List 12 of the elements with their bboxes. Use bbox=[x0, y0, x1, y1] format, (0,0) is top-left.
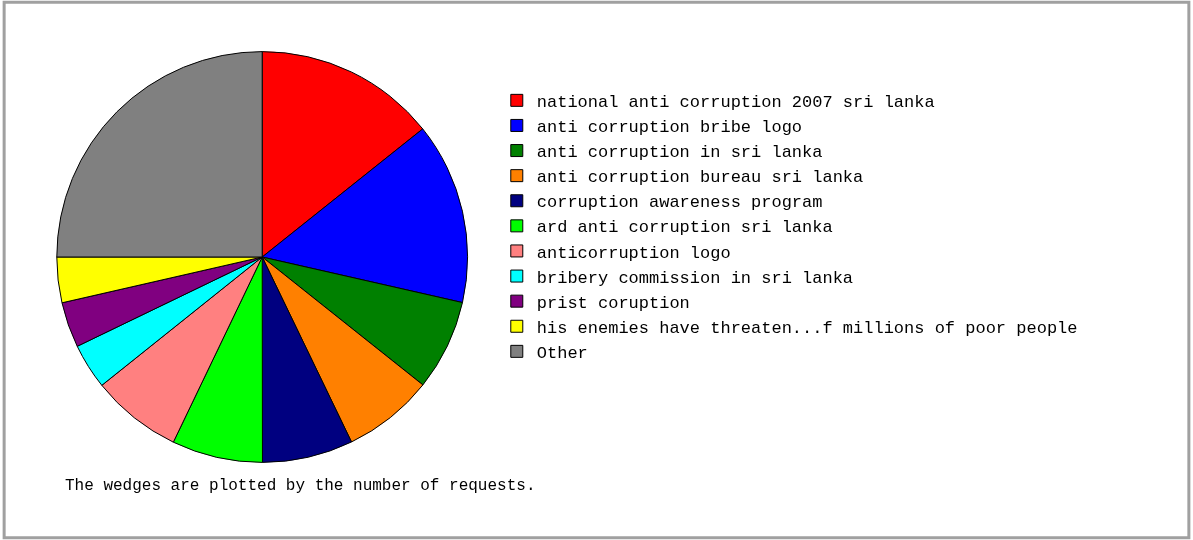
legend-label: anticorruption logo bbox=[536, 243, 731, 263]
text: The wedges are plotted by the number of requests. bbox=[65, 477, 536, 495]
legend-label: Other bbox=[536, 343, 588, 363]
legend-label: prist coruption bbox=[536, 293, 690, 313]
legend-label: anti corruption bribe logo bbox=[536, 118, 803, 138]
legend-label: anti corruption bureau sri lanka bbox=[536, 168, 864, 188]
legend-label: ard anti corruption sri lanka bbox=[536, 218, 833, 238]
legend-label: anti corruption in sri lanka bbox=[536, 143, 823, 163]
legend-label: his enemies have threaten...f millions of poor people bbox=[536, 318, 1078, 338]
legend-label: corruption awareness program bbox=[536, 193, 823, 213]
legend-label: national anti corruption 2007 sri lanka bbox=[536, 92, 935, 112]
legend-label: bribery commission in sri lanka bbox=[536, 268, 854, 288]
